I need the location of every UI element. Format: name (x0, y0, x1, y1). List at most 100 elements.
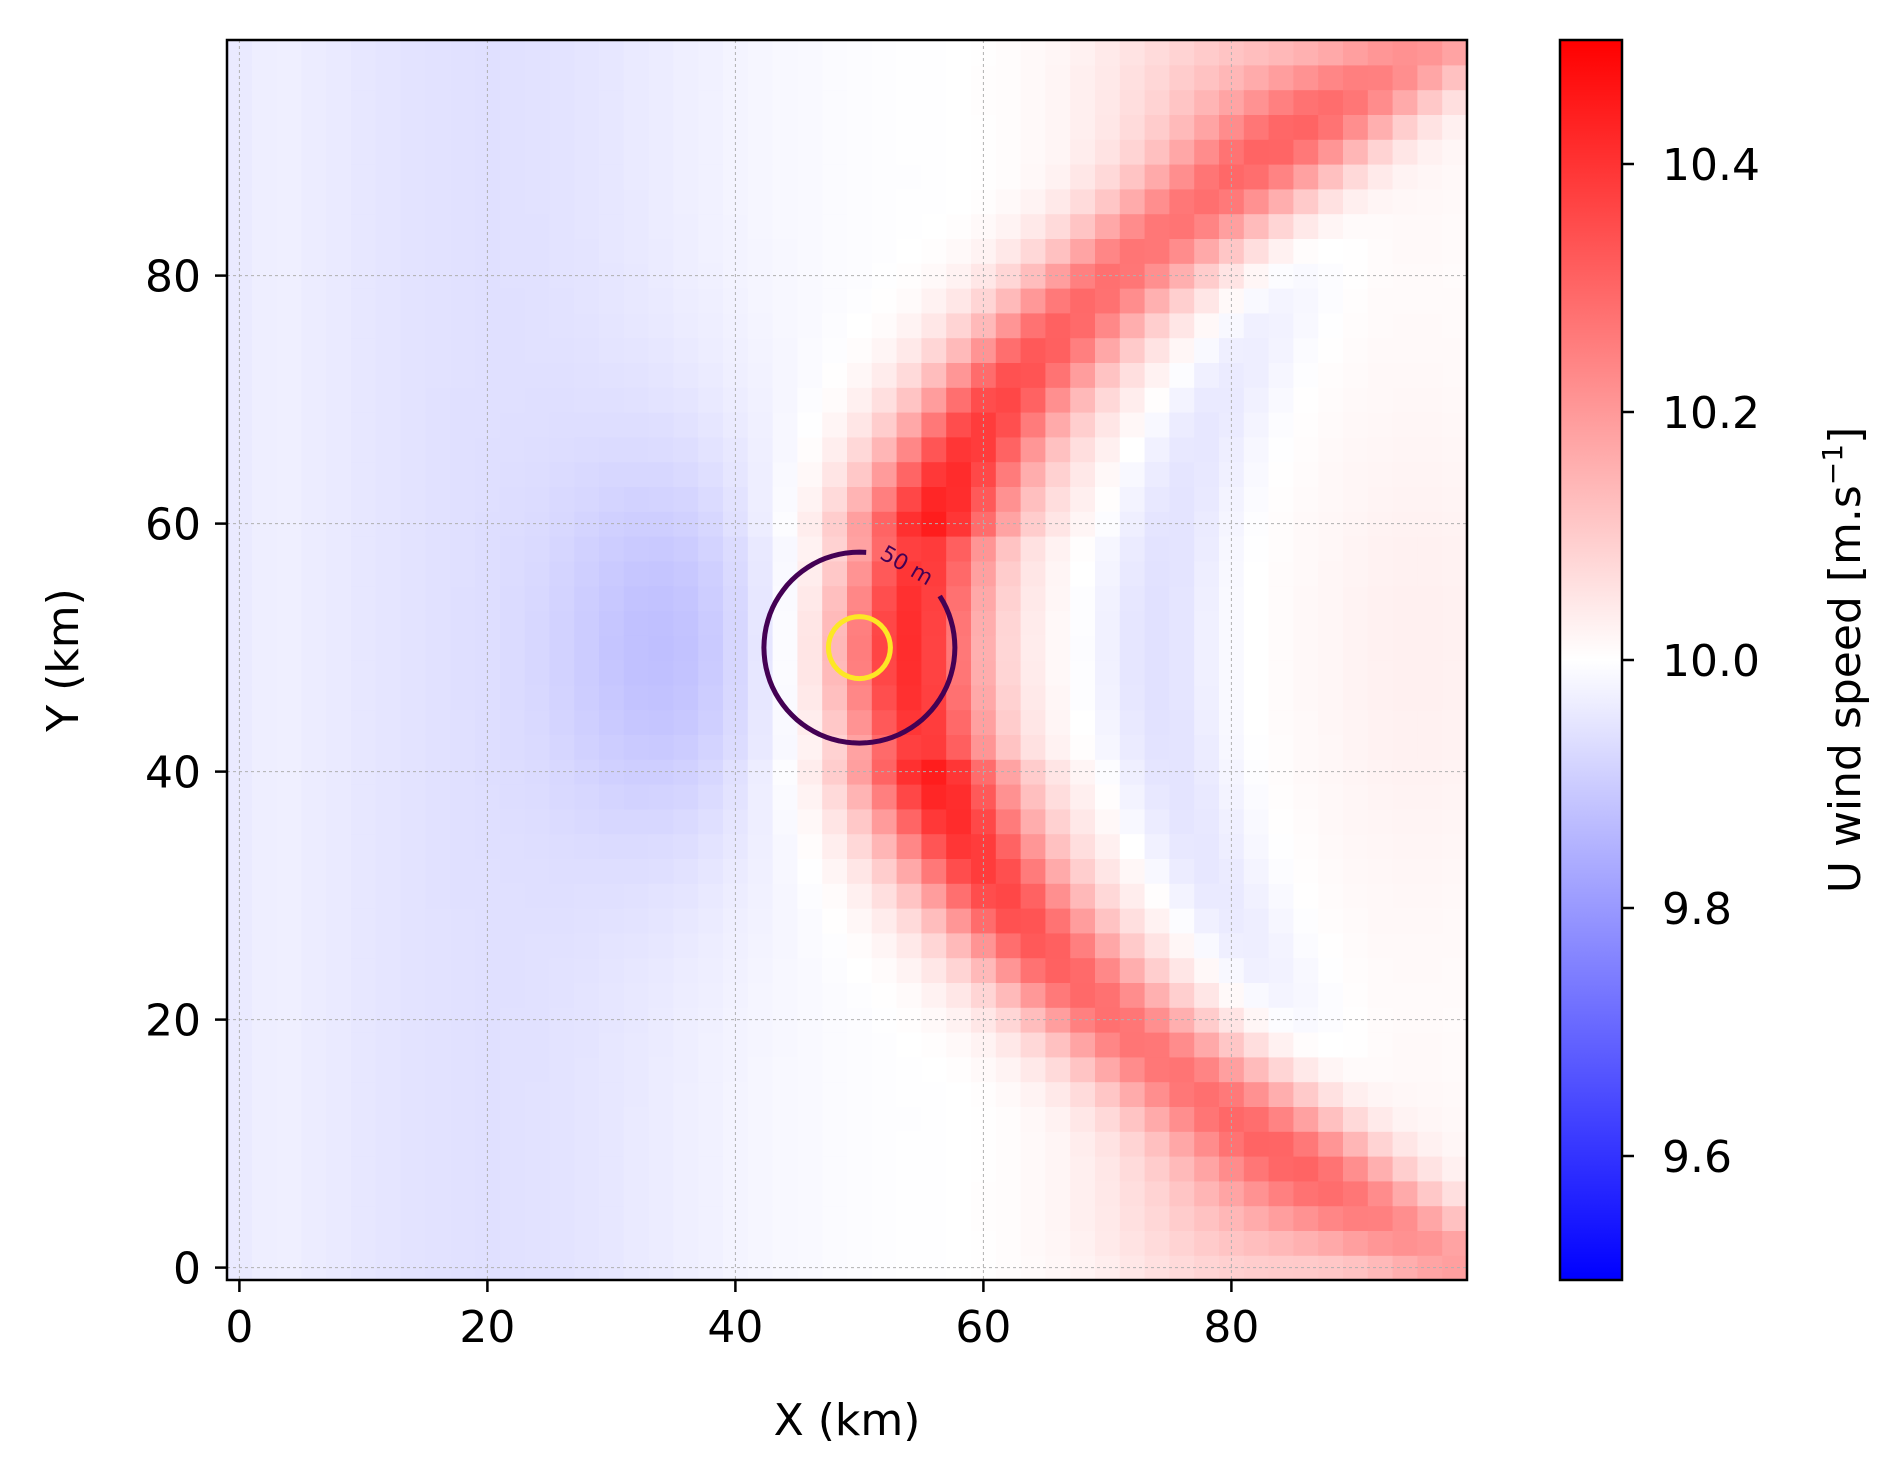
heatmap-cell (1293, 1106, 1319, 1132)
heatmap-cell (1367, 1081, 1394, 1107)
heatmap-cell (301, 164, 327, 190)
heatmap-cell (1318, 610, 1344, 636)
heatmap-cell (772, 188, 798, 215)
heatmap-cell (499, 536, 526, 562)
heatmap (227, 40, 1467, 1280)
heatmap-cell (1070, 1156, 1096, 1182)
heatmap-cell (871, 40, 898, 66)
heatmap-cell (1392, 1131, 1418, 1157)
heatmap-cell (648, 684, 674, 711)
heatmap-cell (599, 982, 625, 1008)
heatmap-cell (648, 784, 674, 810)
heatmap-cell (1442, 288, 1467, 314)
heatmap-cell (1343, 337, 1369, 363)
heatmap-cell (1367, 337, 1394, 363)
heatmap-cell (400, 560, 426, 587)
heatmap-cell (1119, 436, 1146, 463)
heatmap-cell (1293, 40, 1319, 66)
heatmap-cell (921, 1032, 947, 1058)
heatmap-cell (1070, 288, 1096, 314)
heatmap-cell (1169, 858, 1195, 884)
heatmap-cell (1169, 1032, 1195, 1058)
heatmap-cell (425, 436, 451, 463)
heatmap-cell (1417, 660, 1443, 686)
heatmap-cell (648, 387, 674, 413)
heatmap-cell (574, 536, 600, 562)
heatmap-cell (1020, 1230, 1046, 1256)
heatmap-cell (1442, 1205, 1467, 1231)
heatmap-cell (1417, 164, 1443, 190)
heatmap-cell (747, 1205, 774, 1231)
heatmap-cell (524, 709, 550, 735)
heatmap-cell (276, 436, 302, 463)
heatmap-cell (375, 982, 402, 1008)
heatmap-cell (1070, 709, 1096, 735)
heatmap-cell (425, 883, 451, 909)
heatmap-cell (549, 908, 575, 934)
heatmap-cell (1020, 932, 1046, 959)
heatmap-cell (698, 908, 724, 934)
heatmap-cell (375, 213, 402, 239)
heatmap-cell (946, 238, 972, 264)
heatmap-cell (450, 932, 476, 959)
heatmap-cell (549, 734, 575, 760)
heatmap-cell (995, 40, 1022, 66)
heatmap-cell (1392, 536, 1418, 562)
heatmap-cell (1119, 635, 1146, 661)
heatmap-cell (1293, 312, 1319, 339)
heatmap-cell (871, 312, 898, 339)
heatmap-cell (499, 412, 526, 438)
heatmap-cell (946, 536, 972, 562)
heatmap-cell (822, 1032, 848, 1058)
heatmap-cell (375, 337, 402, 363)
heatmap-cell (1442, 982, 1467, 1008)
heatmap-cell (1243, 139, 1270, 165)
heatmap-cell (1169, 213, 1195, 239)
heatmap-cell (1293, 188, 1319, 215)
heatmap-cell (351, 1032, 377, 1058)
heatmap-cell (772, 734, 798, 760)
heatmap-cell (1243, 883, 1270, 909)
heatmap-cell (251, 908, 278, 934)
heatmap-cell (1169, 1180, 1195, 1207)
heatmap-cell (375, 114, 402, 140)
heatmap-cell (1045, 89, 1071, 115)
heatmap-cell (1070, 1230, 1096, 1256)
heatmap-cell (524, 560, 550, 587)
heatmap-cell (1169, 188, 1195, 215)
heatmap-cell (351, 1205, 377, 1231)
heatmap-cell (797, 387, 823, 413)
heatmap-cell (896, 1131, 922, 1157)
heatmap-cell (251, 40, 278, 66)
heatmap-cell (599, 436, 625, 463)
heatmap-cell (995, 1230, 1022, 1256)
heatmap-cell (1144, 858, 1170, 884)
heatmap-cell (896, 486, 922, 512)
heatmap-cell (1417, 982, 1443, 1008)
heatmap-cell (1020, 784, 1046, 810)
heatmap-cell (871, 337, 898, 363)
heatmap-cell (772, 89, 798, 115)
heatmap-cell (450, 64, 476, 91)
heatmap-cell (574, 684, 600, 711)
heatmap-cell (921, 1180, 947, 1207)
heatmap-cell (921, 164, 947, 190)
heatmap-cell (698, 89, 724, 115)
heatmap-cell (995, 461, 1022, 487)
heatmap-cell (946, 436, 972, 463)
heatmap-cell (1020, 660, 1046, 686)
heatmap-cell (1020, 486, 1046, 512)
heatmap-cell (549, 1056, 575, 1083)
heatmap-cell (599, 1032, 625, 1058)
heatmap-cell (623, 1106, 650, 1132)
heatmap-cell (797, 164, 823, 190)
heatmap-cell (847, 808, 873, 835)
heatmap-cell (896, 1056, 922, 1083)
heatmap-cell (946, 883, 972, 909)
heatmap-cell (1095, 908, 1121, 934)
heatmap-cell (400, 387, 426, 413)
heatmap-cell (1367, 932, 1394, 959)
heatmap-cell (1194, 64, 1220, 91)
heatmap-cell (673, 610, 699, 636)
heatmap-cell (822, 808, 848, 835)
